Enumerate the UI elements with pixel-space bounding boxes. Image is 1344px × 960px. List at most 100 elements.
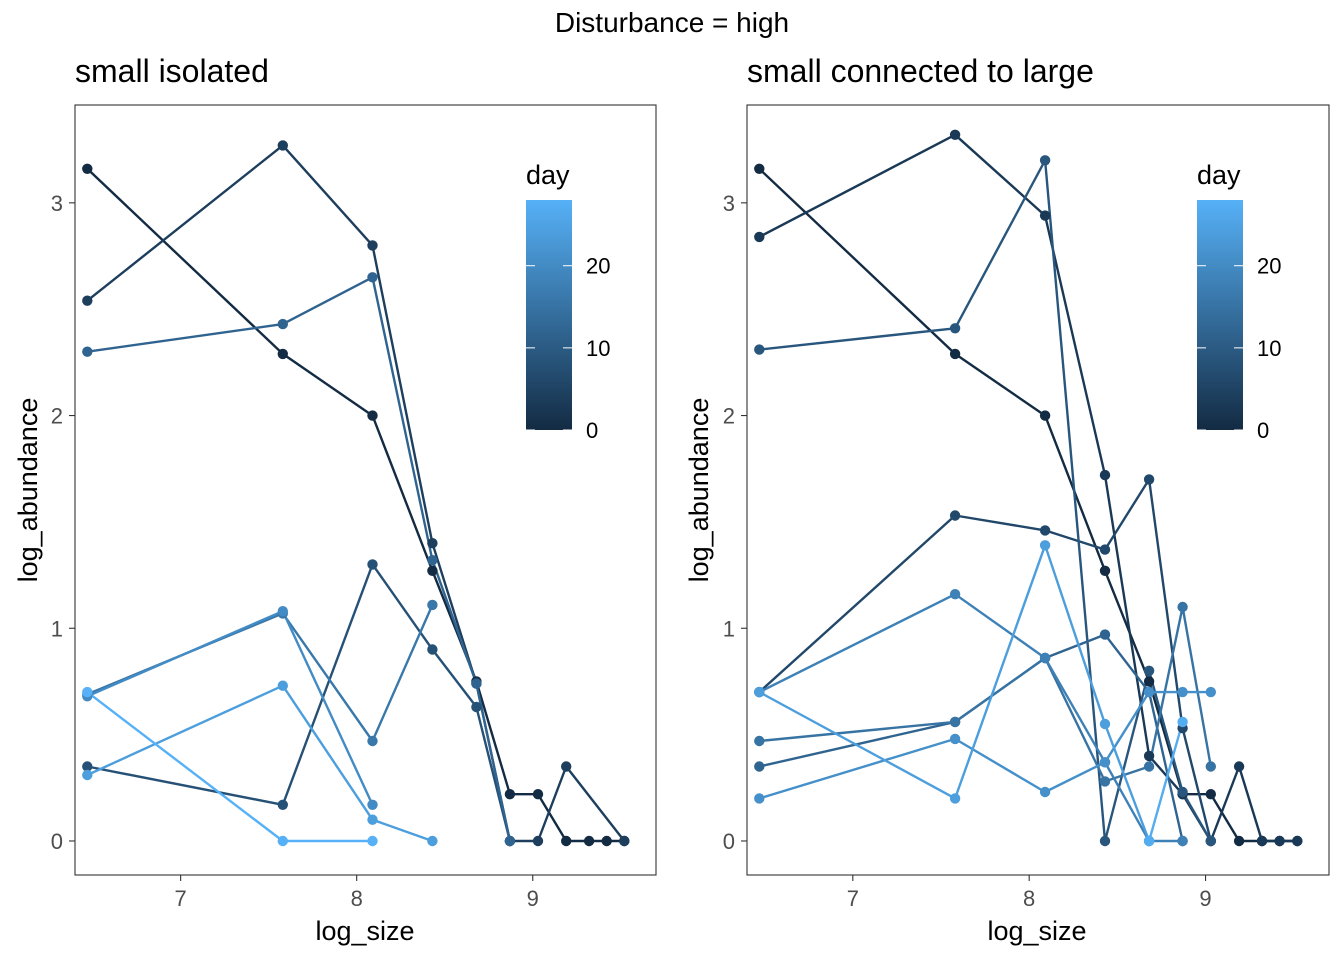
legend-colorbar <box>1197 200 1243 430</box>
y-tick-label: 0 <box>51 829 63 854</box>
data-point <box>532 789 544 800</box>
y-axis: 0 1 2 3 <box>51 191 75 854</box>
series-line-day-18 <box>758 593 1183 843</box>
plot-border <box>746 104 1330 876</box>
data-point <box>754 344 765 355</box>
data-point <box>82 769 93 781</box>
data-point <box>1177 686 1188 698</box>
data-point <box>367 835 378 847</box>
data-point <box>277 348 288 360</box>
legend-tick-label: 0 <box>586 418 598 443</box>
legend-day: day 0 10 20 <box>526 160 610 443</box>
data-point <box>1099 718 1111 730</box>
x-tick-label: 8 <box>351 886 363 911</box>
series-line-day-24 <box>86 684 433 843</box>
data-point <box>1177 716 1188 728</box>
x-tick-label: 8 <box>1023 886 1035 911</box>
data-point <box>82 346 93 357</box>
legend-day: day 0 10 20 <box>1197 160 1281 443</box>
data-point <box>367 559 378 570</box>
data-point <box>949 733 961 745</box>
data-point <box>949 793 961 804</box>
data-point <box>82 761 93 772</box>
data-point <box>1099 629 1111 640</box>
y-tick-label: 0 <box>723 829 735 854</box>
data-point <box>1143 686 1155 698</box>
data-point <box>1099 565 1111 576</box>
data-point <box>1039 210 1051 221</box>
legend-title: day <box>526 160 570 190</box>
data-point <box>949 510 961 521</box>
data-point <box>367 799 378 810</box>
data-point <box>1039 652 1051 664</box>
data-point <box>504 835 516 847</box>
x-tick-label: 9 <box>1199 886 1211 911</box>
data-point <box>561 761 572 772</box>
data-point <box>427 538 438 549</box>
data-point <box>1039 410 1051 421</box>
legend-tick-label: 0 <box>1257 418 1269 443</box>
legend-title: day <box>1197 160 1241 190</box>
data-point <box>82 163 93 174</box>
legend-colorbar <box>526 200 572 430</box>
legend-tick-label: 20 <box>1257 254 1281 279</box>
data-point <box>367 410 378 421</box>
data-point <box>1233 761 1245 772</box>
data-point <box>367 240 378 251</box>
data-point <box>1099 469 1111 481</box>
data-point <box>1143 474 1155 485</box>
panel-title: small connected to large <box>747 53 1094 89</box>
x-axis-label: log_size <box>315 916 414 946</box>
data-point <box>1177 786 1188 798</box>
y-tick-label: 2 <box>723 404 735 429</box>
data-point <box>1099 776 1111 787</box>
data-point <box>427 835 438 847</box>
legend-ticks: 0 10 20 <box>1197 254 1281 443</box>
data-point <box>1205 789 1217 800</box>
y-axis: 0 1 2 3 <box>723 191 747 854</box>
panel-title: small isolated <box>75 53 269 89</box>
x-axis: 7 8 9 <box>175 875 539 911</box>
data-point <box>1177 835 1188 847</box>
data-point <box>277 835 288 847</box>
data-point <box>1177 601 1188 613</box>
legend-tick-label: 10 <box>586 336 610 361</box>
y-tick-label: 1 <box>723 616 735 641</box>
data-point <box>949 716 961 728</box>
data-point <box>949 348 961 360</box>
data-point <box>1143 750 1155 762</box>
series-line-day-27 <box>1147 721 1184 842</box>
data-point <box>949 589 961 600</box>
data-point <box>532 835 544 847</box>
series-line-day-8 <box>87 563 512 842</box>
x-tick-label: 7 <box>175 886 187 911</box>
data-point <box>1039 540 1051 551</box>
data-point <box>1205 761 1217 772</box>
x-axis-label: log_size <box>987 916 1086 946</box>
data-point <box>754 761 765 772</box>
data-point <box>754 686 765 698</box>
data-point <box>1205 835 1217 847</box>
series-line-day-12 <box>759 633 1184 842</box>
data-point <box>754 231 765 243</box>
data-point <box>1039 525 1051 536</box>
data-point <box>427 565 438 576</box>
data-point <box>1292 835 1303 847</box>
series-points <box>754 129 1303 847</box>
series-points <box>82 140 630 847</box>
x-tick-label: 9 <box>527 886 539 911</box>
data-point <box>561 835 572 847</box>
y-axis-label: log_abundance <box>684 398 714 583</box>
data-point <box>1143 761 1155 772</box>
x-tick-label: 7 <box>847 886 859 911</box>
data-point <box>277 140 288 151</box>
data-point <box>471 701 482 713</box>
data-point <box>1099 544 1111 555</box>
data-point <box>427 644 438 655</box>
data-point <box>949 323 961 334</box>
data-point <box>1143 665 1155 676</box>
data-point <box>754 793 765 804</box>
data-point <box>1099 757 1111 768</box>
data-point <box>754 163 765 174</box>
y-tick-label: 2 <box>51 404 63 429</box>
